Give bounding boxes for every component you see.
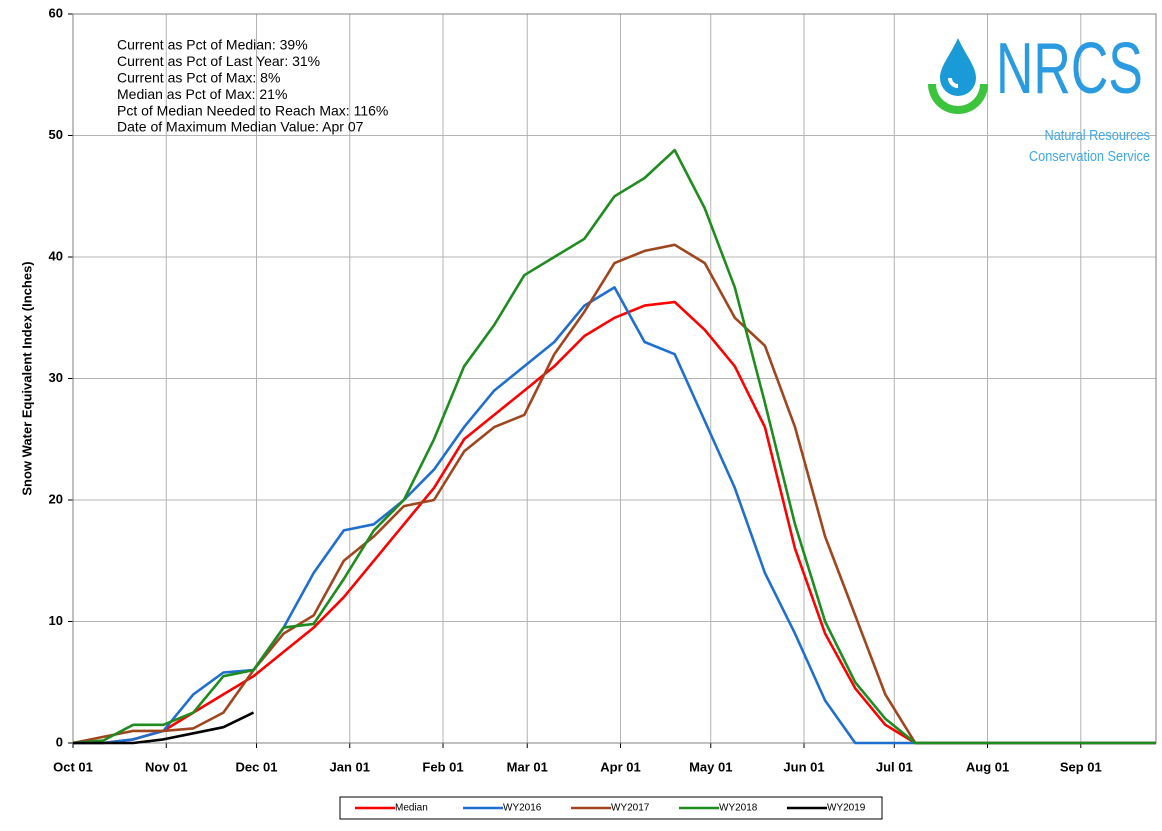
legend-label: WY2017 [611,803,650,814]
legend: Median WY2016 WY2017 WY2018 WY2019 [339,796,883,820]
x-tick-label: Jul 01 [876,759,913,774]
y-tick-label: 60 [49,5,63,20]
x-tick-label: Mar 01 [507,759,548,774]
y-tick-label: 10 [49,613,63,628]
annotation: Pct of Median Needed to Reach Max: 116% [117,102,388,118]
x-tick-label: Nov 01 [145,759,188,774]
y-tick-label: 20 [49,491,63,506]
x-tick-label: Jun 01 [783,759,824,774]
y-axis-label: Snow Water Equivalent Index (Inches) [19,261,34,495]
series-line [73,711,255,745]
series-line [72,148,1156,745]
x-tick-label: May 01 [689,759,732,774]
annotation: Median as Pct of Max: 21% [117,86,287,102]
x-tick-label: Dec 01 [236,759,278,774]
x-tick-label: Apr 01 [600,759,640,774]
legend-label: WY2019 [827,803,866,814]
annotation: Date of Maximum Median Value: Apr 07 [117,119,364,135]
logo-arc [928,84,988,114]
logo: NRCS Natural Resources Conservation Serv… [928,29,1150,164]
x-tick-label: Jan 01 [330,759,370,774]
y-tick-label: 30 [49,370,63,385]
logo-name: NRCS [996,29,1143,109]
x-tick-label: Oct 01 [53,759,93,774]
annotation: Current as Pct of Last Year: 31% [117,53,320,69]
legend-label: WY2018 [719,803,758,814]
annotation: Current as Pct of Median: 39% [117,37,308,53]
logo-line: Conservation Service [1029,147,1150,164]
x-tick-label: Aug 01 [966,759,1009,774]
x-tick-label: Sep 01 [1060,759,1102,774]
annotation: Current as Pct of Max: 8% [117,70,280,86]
series-line [72,243,1156,745]
y-tick-label: 40 [49,248,63,263]
legend-label: WY2016 [503,803,542,814]
logo-line: Natural Resources [1045,126,1151,143]
y-tick-label: 50 [49,127,63,142]
x-tick-label: Feb 01 [422,759,463,774]
y-tick-label: 0 [56,734,63,749]
legend-label: Median [395,803,428,814]
plot-frame [72,13,1157,744]
series-line [73,300,1156,745]
logo-drop-shine [948,77,959,88]
